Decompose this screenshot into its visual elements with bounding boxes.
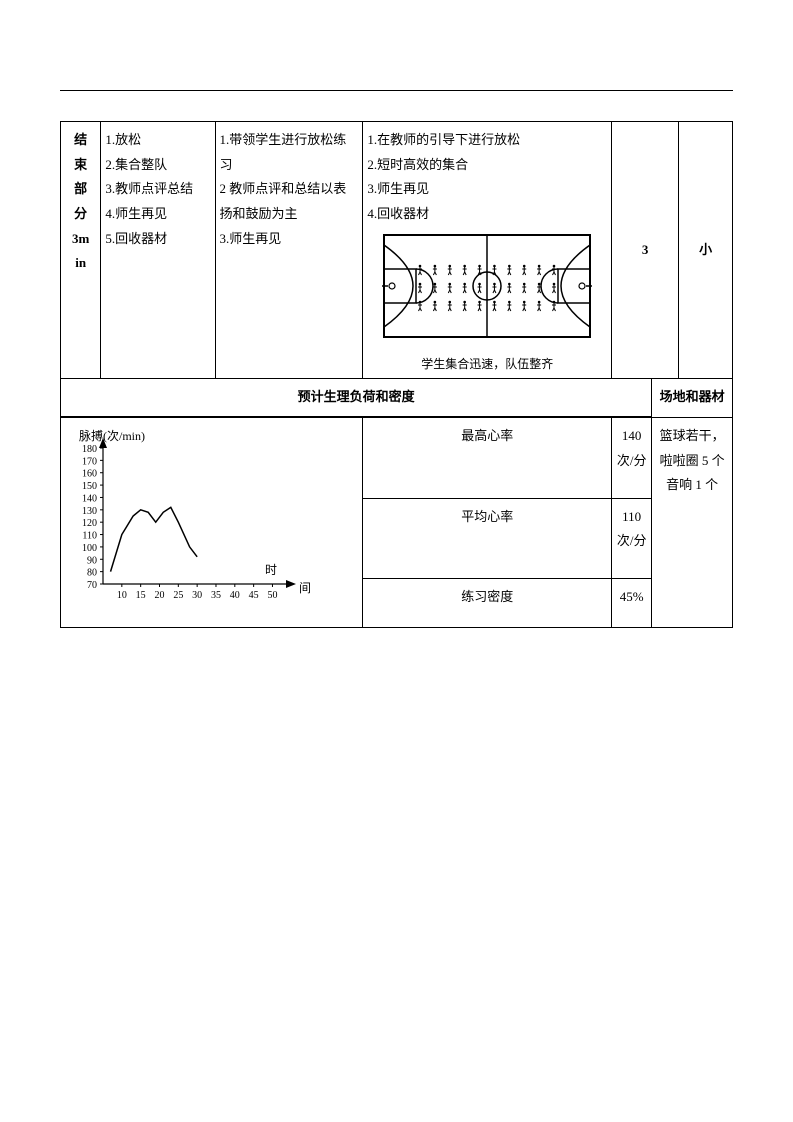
metric-max-hr-value: 140 次/分 <box>612 417 652 498</box>
svg-text:30: 30 <box>192 590 202 601</box>
metric-avg-hr-value: 110 次/分 <box>612 498 652 579</box>
svg-text:50: 50 <box>267 590 277 601</box>
svg-text:150: 150 <box>82 481 97 492</box>
court-diagram <box>367 233 607 352</box>
pulse-chart: 脉搏(次/min) 180170 160150140 130120110 10090 8… <box>61 417 363 627</box>
svg-text:170: 170 <box>82 456 97 467</box>
metric-density-value: 45% <box>612 579 652 628</box>
metric-avg-hr-label: 平均心率 <box>363 498 612 579</box>
chart-x-label-1: 时 <box>265 563 277 577</box>
metric-max-hr-label: 最高心率 <box>363 417 612 498</box>
equipment-cell: 篮球若干，啦啦圈 5 个 音响 1 个 <box>652 417 733 627</box>
chart-x-label-2: 间 <box>299 581 311 595</box>
svg-text:140: 140 <box>82 493 97 504</box>
svg-text:10: 10 <box>117 590 127 601</box>
teacher-activity: 1.带领学生进行放松练习 2 教师点评和总结以表扬和鼓励为主 3.师生再见 <box>215 122 363 379</box>
svg-text:110: 110 <box>82 530 97 541</box>
court-caption: 学生集合迅速，队伍整齐 <box>367 353 607 376</box>
equipment-header: 场地和器材 <box>652 379 733 418</box>
metric-density-label: 练习密度 <box>363 579 612 628</box>
svg-text:90: 90 <box>87 555 97 566</box>
intensity-col: 小 <box>679 122 733 379</box>
time-col: 3 <box>612 122 679 379</box>
organization: 1.在教师的引导下进行放松 2.短时高效的集合 3.师生再见 4.回收器材 <box>363 122 612 379</box>
chart-y-label: 脉搏(次/min) <box>79 428 145 443</box>
svg-text:180: 180 <box>82 444 97 455</box>
svg-text:120: 120 <box>82 518 97 529</box>
svg-text:35: 35 <box>211 590 221 601</box>
svg-text:70: 70 <box>87 580 97 591</box>
section-header-row: 预计生理负荷和密度 场地和器材 <box>61 379 733 417</box>
svg-text:160: 160 <box>82 469 97 480</box>
svg-text:40: 40 <box>230 590 240 601</box>
phase-row: 结 束 部 分 3m in 1.放松 2.集合整队 3.教师点评总结 4.师生再… <box>61 122 733 379</box>
svg-text:15: 15 <box>136 590 146 601</box>
phase-label: 结 束 部 分 3m in <box>61 122 101 379</box>
metric-row-1: 脉搏(次/min) 180170160150140130120110100908… <box>61 417 733 498</box>
load-density-header: 预计生理负荷和密度 <box>61 379 652 417</box>
student-activity: 1.放松 2.集合整队 3.教师点评总结 4.师生再见 5.回收器材 <box>101 122 215 379</box>
svg-text:130: 130 <box>82 506 97 517</box>
lesson-table: 结 束 部 分 3m in 1.放松 2.集合整队 3.教师点评总结 4.师生再… <box>60 121 733 628</box>
svg-text:45: 45 <box>249 590 259 601</box>
svg-text:100: 100 <box>82 543 97 554</box>
svg-text:20: 20 <box>154 590 164 601</box>
svg-text:25: 25 <box>173 590 183 601</box>
svg-text:80: 80 <box>87 568 97 579</box>
